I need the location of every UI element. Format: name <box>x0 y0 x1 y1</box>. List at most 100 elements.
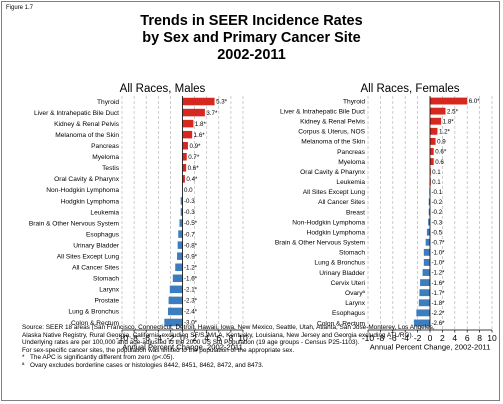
females-x-tick-label: 4 <box>452 333 457 343</box>
males-x-tick-label: -2 <box>167 333 175 343</box>
females-value-label: 0.9 <box>437 139 446 146</box>
females-category-label: Pancreas <box>337 149 366 156</box>
females-value-label: -1.8* <box>432 300 446 307</box>
males-category-label: Testis <box>102 165 120 172</box>
males-bar <box>164 318 183 327</box>
females-value-label: -1.7* <box>432 290 446 297</box>
males-bar <box>177 241 183 249</box>
males-category-label: Brain & Other Nervous System <box>29 220 120 227</box>
females-category-label: Colon & Rectum <box>317 320 366 327</box>
males-bar <box>182 119 194 128</box>
males-category-label: Prostate <box>94 298 119 305</box>
males-bar <box>182 130 193 139</box>
females-value-label: 1.8* <box>443 118 455 125</box>
males-category-label: Stomach <box>93 276 119 283</box>
females-bar <box>419 289 430 297</box>
females-category-label: Non-Hodgkin Lymphoma <box>292 219 365 226</box>
males-bar <box>180 208 183 216</box>
males-bar <box>177 252 183 260</box>
males-bar <box>182 97 215 106</box>
females-bar <box>428 198 430 206</box>
males-value-label: 0.6* <box>188 165 200 172</box>
males-category-label: Leukemia <box>90 209 119 216</box>
males-category-label: All Cancer Sites <box>72 265 120 272</box>
females-bar <box>425 238 430 246</box>
males-category-label: Oral Cavity & Pharynx <box>54 176 120 183</box>
females-value-label: 0.6 <box>435 159 444 166</box>
males-value-label: -2.1* <box>184 287 198 294</box>
males-bar <box>182 108 205 117</box>
females-x-tick-label: 6 <box>465 333 470 343</box>
males-value-label: -0.3 <box>184 198 195 205</box>
females-x-tick-label: 0 <box>428 333 433 343</box>
males-category-label: Non-Hodgkin Lymphoma <box>46 187 119 194</box>
males-bar <box>182 175 185 183</box>
females-category-label: Myeloma <box>338 159 365 166</box>
males-bar <box>169 285 183 294</box>
females-category-label: Corpus & Uterus, NOS <box>298 129 365 136</box>
females-x-tick-label: -8 <box>377 333 385 343</box>
footnote-significance: The APC is significantly different from … <box>30 354 175 361</box>
males-bar <box>178 230 183 238</box>
females-category-label: All Sites Except Lung <box>303 189 366 196</box>
males-category-label: Thyroid <box>97 99 119 106</box>
males-value-label: -1.6* <box>184 275 198 282</box>
source-note-line-1: Source: SEER 18 areas (San Francisco, Co… <box>22 324 435 331</box>
females-bar <box>430 107 446 115</box>
males-value-label: 0.4* <box>186 176 198 183</box>
males-value-label: -0.3 <box>184 209 195 216</box>
females-category-label: Brain & Other Nervous System <box>275 240 366 247</box>
figure-title-line-1: Trends in SEER Incidence Rates <box>140 13 363 29</box>
males-x-axis-label: Annual Percent Change, 2002-2011 <box>122 343 243 352</box>
females-bar <box>430 158 434 165</box>
females-value-label: 1.2* <box>439 129 451 136</box>
females-category-label: Esophagus <box>332 310 366 317</box>
females-category-label: Breast <box>346 209 365 216</box>
females-category-label: Lung & Bronchus <box>314 260 365 267</box>
males-bar <box>182 141 188 150</box>
males-bar <box>168 296 183 305</box>
females-x-tick-label: 8 <box>477 333 482 343</box>
females-bar <box>430 127 438 135</box>
males-value-label: -0.8* <box>184 242 198 249</box>
males-x-tick-label: 4 <box>204 333 209 343</box>
males-category-label: Hodgkin Lymphoma <box>61 198 120 205</box>
males-value-label: 1.6* <box>194 132 206 139</box>
males-value-label: -2.4* <box>184 309 198 316</box>
females-value-label: -0.2 <box>432 199 443 206</box>
females-bar <box>426 228 430 236</box>
females-x-tick-label: -6 <box>389 333 397 343</box>
females-bar <box>428 218 430 226</box>
females-value-label: -0.7* <box>432 239 446 246</box>
females-value-label: 0.1 <box>432 169 441 176</box>
males-x-tick-label: -10 <box>116 333 129 343</box>
males-category-label: All Sites Except Lung <box>57 253 120 260</box>
females-value-label: 2.5* <box>447 108 459 115</box>
males-bar <box>180 197 183 205</box>
males-category-label: Esophagus <box>86 231 120 238</box>
females-category-label: Hodgkin Lymphoma <box>307 229 366 236</box>
females-value-label: -1.6* <box>432 280 446 287</box>
males-category-label: Melanoma of the Skin <box>55 132 119 139</box>
males-category-label: Pancreas <box>91 143 120 150</box>
males-x-tick-label: 2 <box>192 333 197 343</box>
males-category-label: Liver & Intrahepatic Bile Duct <box>34 110 119 117</box>
footnote-mark-asterisk: * <box>22 354 25 361</box>
males-bar <box>182 164 187 172</box>
females-x-tick-label: 2 <box>440 333 445 343</box>
females-value-label: -0.5 <box>432 229 443 236</box>
females-category-label: Liver & Intrahepatic Bile Duct <box>280 108 365 115</box>
males-value-label: -1.2* <box>184 264 198 271</box>
males-chart-title: All Races, Males <box>120 83 206 95</box>
males-x-tick-label: 6 <box>216 333 221 343</box>
males-category-label: Myeloma <box>92 154 119 161</box>
figure-title-line-2: by Sex and Primary Cancer Site <box>142 30 361 46</box>
females-category-label: Kidney & Renal Pelvis <box>300 119 366 126</box>
females-value-label: -1.2* <box>432 270 446 277</box>
males-x-tick-label: -4 <box>155 333 163 343</box>
females-value-label: -2.6* <box>432 320 446 327</box>
females-chart: All Races, Females Thyroid 6.0* Liver & Int… <box>275 83 497 352</box>
